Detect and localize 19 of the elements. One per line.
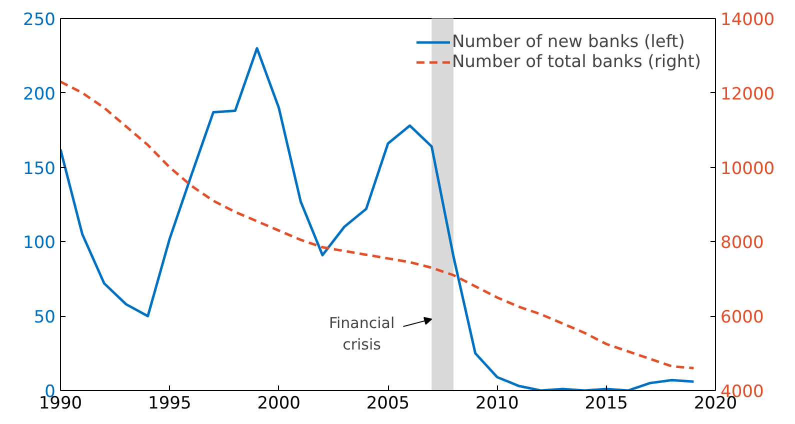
annotation: Financial crisis <box>328 314 395 354</box>
y2-tick-label: 8000 <box>720 233 764 254</box>
y2-tick-label: 6000 <box>720 308 764 328</box>
y2-tick-label: 14000 <box>720 10 775 30</box>
x-tick-label: 2000 <box>257 394 300 414</box>
y-tick-label: 50 <box>34 308 56 328</box>
y-tick-label: 150 <box>23 158 56 179</box>
y2-tick-label: 12000 <box>720 84 775 104</box>
line-series <box>60 80 695 370</box>
y-tick-label: 100 <box>23 233 56 254</box>
x-tick-label: 2010 <box>476 394 519 414</box>
x-tick-label: 1995 <box>148 394 192 414</box>
y2-tick-label: 10000 <box>720 158 775 179</box>
legend-label: Number of new banks (left) <box>452 32 685 52</box>
legend-label: Number of total banks (right) <box>452 52 701 72</box>
y-tick-label: 250 <box>23 10 56 30</box>
x-tick-label: 2015 <box>584 394 628 414</box>
y-tick-label: 200 <box>23 84 56 104</box>
x-tick-label: 2005 <box>366 394 410 414</box>
